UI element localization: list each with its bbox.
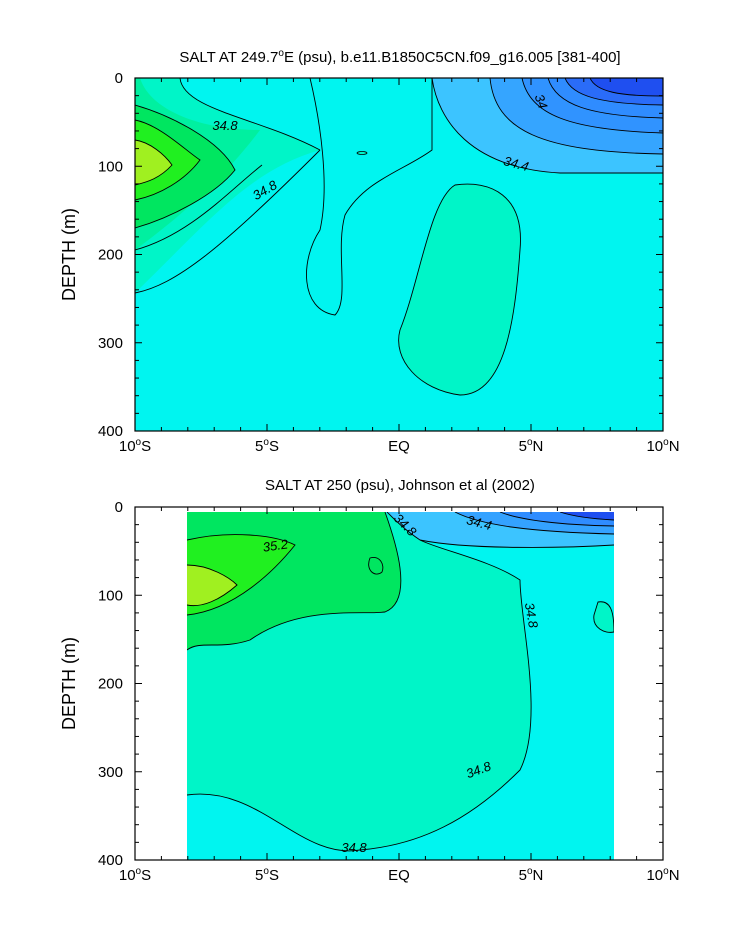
x-tick-label: EQ — [388, 867, 410, 884]
bottom-contour-label: 34.8 — [522, 601, 541, 629]
x-tick-label: 10oN — [646, 437, 679, 455]
bottom-contour-label: 35.2 — [262, 536, 290, 554]
bottom-panel: SALT AT 250 (psu), Johnson et al (2002) — [59, 477, 680, 884]
y-tick-label: 0 — [115, 499, 123, 516]
top-y-axis-label: DEPTH (m) — [59, 208, 79, 301]
top-contour-label: 34 — [532, 92, 551, 111]
bottom-contour-label: 34.4 — [465, 512, 493, 533]
x-tick-label: 5oN — [519, 437, 544, 455]
bottom-axes: 10oS 5oS EQ 5oN 10oN 0 100 200 300 400 — [98, 499, 680, 884]
x-tick-label: 5oS — [255, 437, 279, 455]
x-tick-label: 10oS — [119, 437, 151, 455]
y-tick-label: 100 — [98, 158, 123, 175]
y-tick-label: 400 — [98, 852, 123, 869]
y-tick-label: 100 — [98, 587, 123, 604]
top-contour-label: 34.4 — [502, 153, 530, 174]
y-tick-label: 400 — [98, 423, 123, 440]
y-tick-label: 300 — [98, 335, 123, 352]
y-tick-label: 200 — [98, 676, 123, 693]
top-contour-lines — [135, 78, 663, 396]
top-contour-fill — [135, 78, 663, 431]
top-axes: 10oS 5oS EQ 5oN 10oN 0 100 200 300 400 — [98, 70, 680, 455]
x-tick-label: 10oS — [119, 866, 151, 884]
top-panel: SALT AT 249.7oE (psu), b.e11.B1850C5CN.f… — [59, 48, 680, 455]
y-tick-label: 0 — [115, 70, 123, 87]
bottom-panel-title: SALT AT 250 (psu), Johnson et al (2002) — [265, 477, 535, 494]
y-tick-label: 300 — [98, 764, 123, 781]
y-tick-label: 200 — [98, 247, 123, 264]
x-tick-label: EQ — [388, 438, 410, 455]
bottom-contour-label: 34.8 — [341, 840, 367, 855]
bottom-y-axis-label: DEPTH (m) — [59, 637, 79, 730]
x-tick-label: 5oN — [519, 866, 544, 884]
x-tick-label: 5oS — [255, 866, 279, 884]
bottom-contour-lines — [187, 512, 614, 852]
top-panel-title: SALT AT 249.7oE (psu), b.e11.B1850C5CN.f… — [179, 48, 620, 66]
bottom-contour-fill — [187, 512, 614, 860]
x-tick-label: 10oN — [646, 866, 679, 884]
top-contour-label: 34.8 — [212, 118, 238, 133]
